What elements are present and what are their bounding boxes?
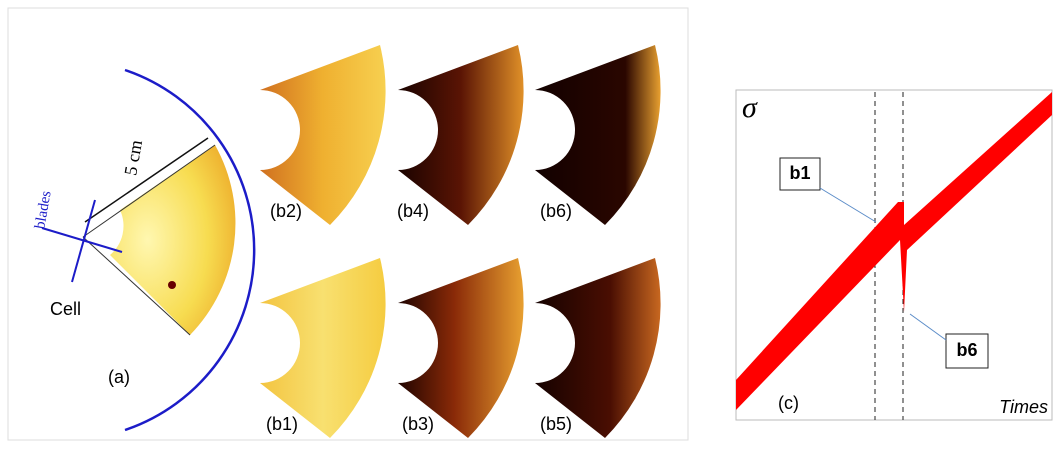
blade [71,199,96,283]
panel-label: (a) [108,367,130,387]
sector-image [535,45,661,225]
panel-label: (b1) [266,414,298,434]
stress-curve [736,92,1052,410]
sector-image [398,45,524,225]
blades-label: blades [32,189,54,230]
y-label: σ [742,91,758,124]
x-label: Times [999,397,1048,417]
panel-label: (b5) [540,414,572,434]
sector-image [260,45,386,225]
edge [82,144,216,238]
panel-label: (b2) [270,201,302,221]
callout-box [945,333,989,369]
spot [168,281,176,289]
panel-label: (b3) [402,414,434,434]
callout-label: b6 [956,340,977,360]
outer-arc [124,68,256,432]
cell-sector [110,145,236,335]
panel-label: (b6) [540,201,572,221]
cell-label: Cell [50,299,81,319]
sector-image [535,258,661,438]
panel-label: (c) [778,393,799,413]
length-label: 5 cm [120,138,146,176]
sector-image [398,258,524,438]
panel-label: (b4) [397,201,429,221]
edge [82,236,191,336]
sector-image [260,258,386,438]
callout-label: b1 [789,163,810,183]
panel-frame [7,7,689,441]
callout-arrow [909,313,947,341]
callout-box [779,157,821,191]
panel-frame [735,89,1053,421]
blade [41,227,123,253]
callout-arrow [819,187,877,223]
dimension-arrow [84,137,209,223]
